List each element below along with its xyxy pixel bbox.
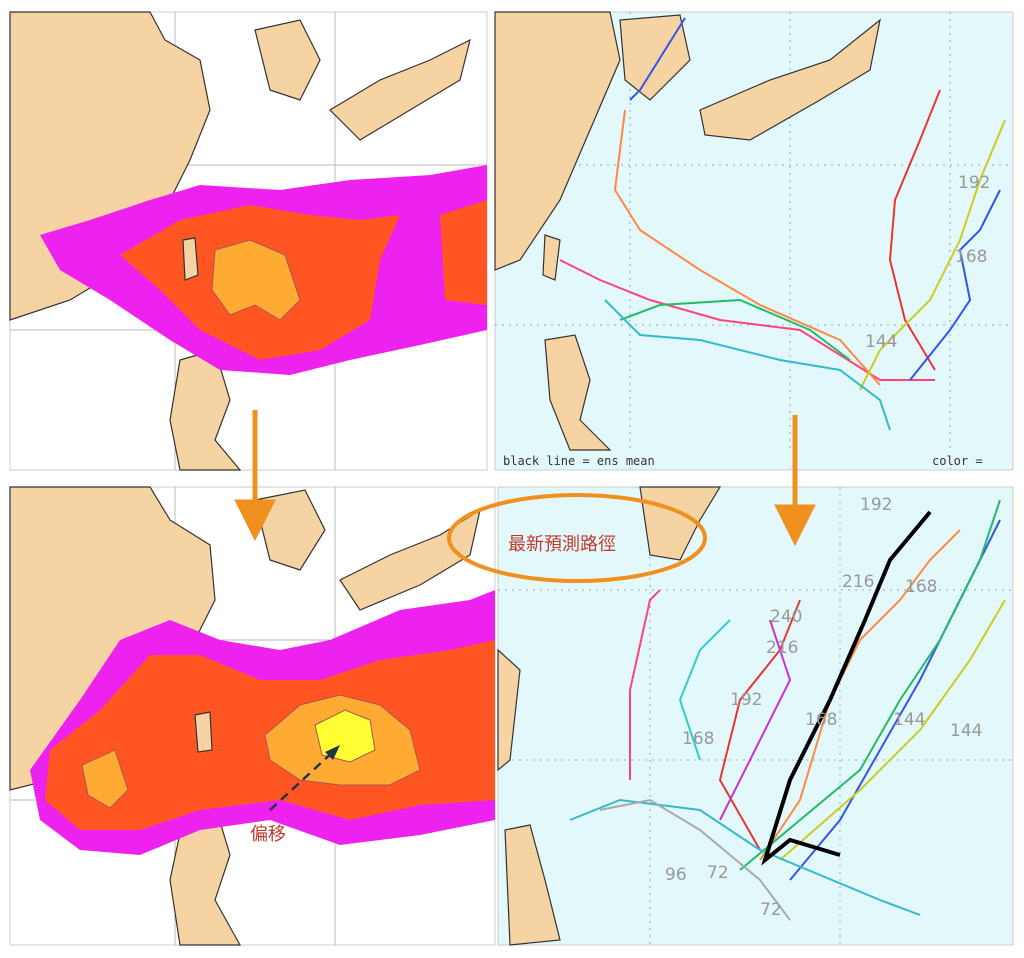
track-label: 192 [730,690,762,710]
shift-label: 偏移 [250,824,286,845]
bottom-left-map: 偏移 [9,486,496,946]
callout-text: 最新預測路徑 [508,534,616,555]
legend-text: color = [932,454,983,468]
top-right-map: black line = ens mean color = 192 168 144 [494,11,1014,471]
track-label: 96 [665,865,687,885]
track-label: 240 [770,607,802,627]
track-label: 216 [842,572,874,592]
arrows [234,410,816,547]
track-label: 72 [707,863,729,883]
track-label: 192 [958,173,990,193]
track-label: 144 [950,721,982,741]
track-label: 216 [766,638,798,658]
track-label: 144 [865,332,897,352]
track-label: 168 [805,710,837,730]
callout-ellipse [447,493,707,583]
legend-text: black line = ens mean [503,454,655,468]
track-label: 168 [955,247,987,267]
track-label: 168 [682,729,714,749]
bottom-right-map: 192 216 168 240 216 192 168 168 144 144 96 72 72 最新預… [497,486,1014,946]
track-label: 192 [860,495,892,515]
top-left-map [9,11,488,471]
track-label: 72 [760,900,782,920]
track-label: 144 [893,710,925,730]
track-label: 168 [905,577,937,597]
